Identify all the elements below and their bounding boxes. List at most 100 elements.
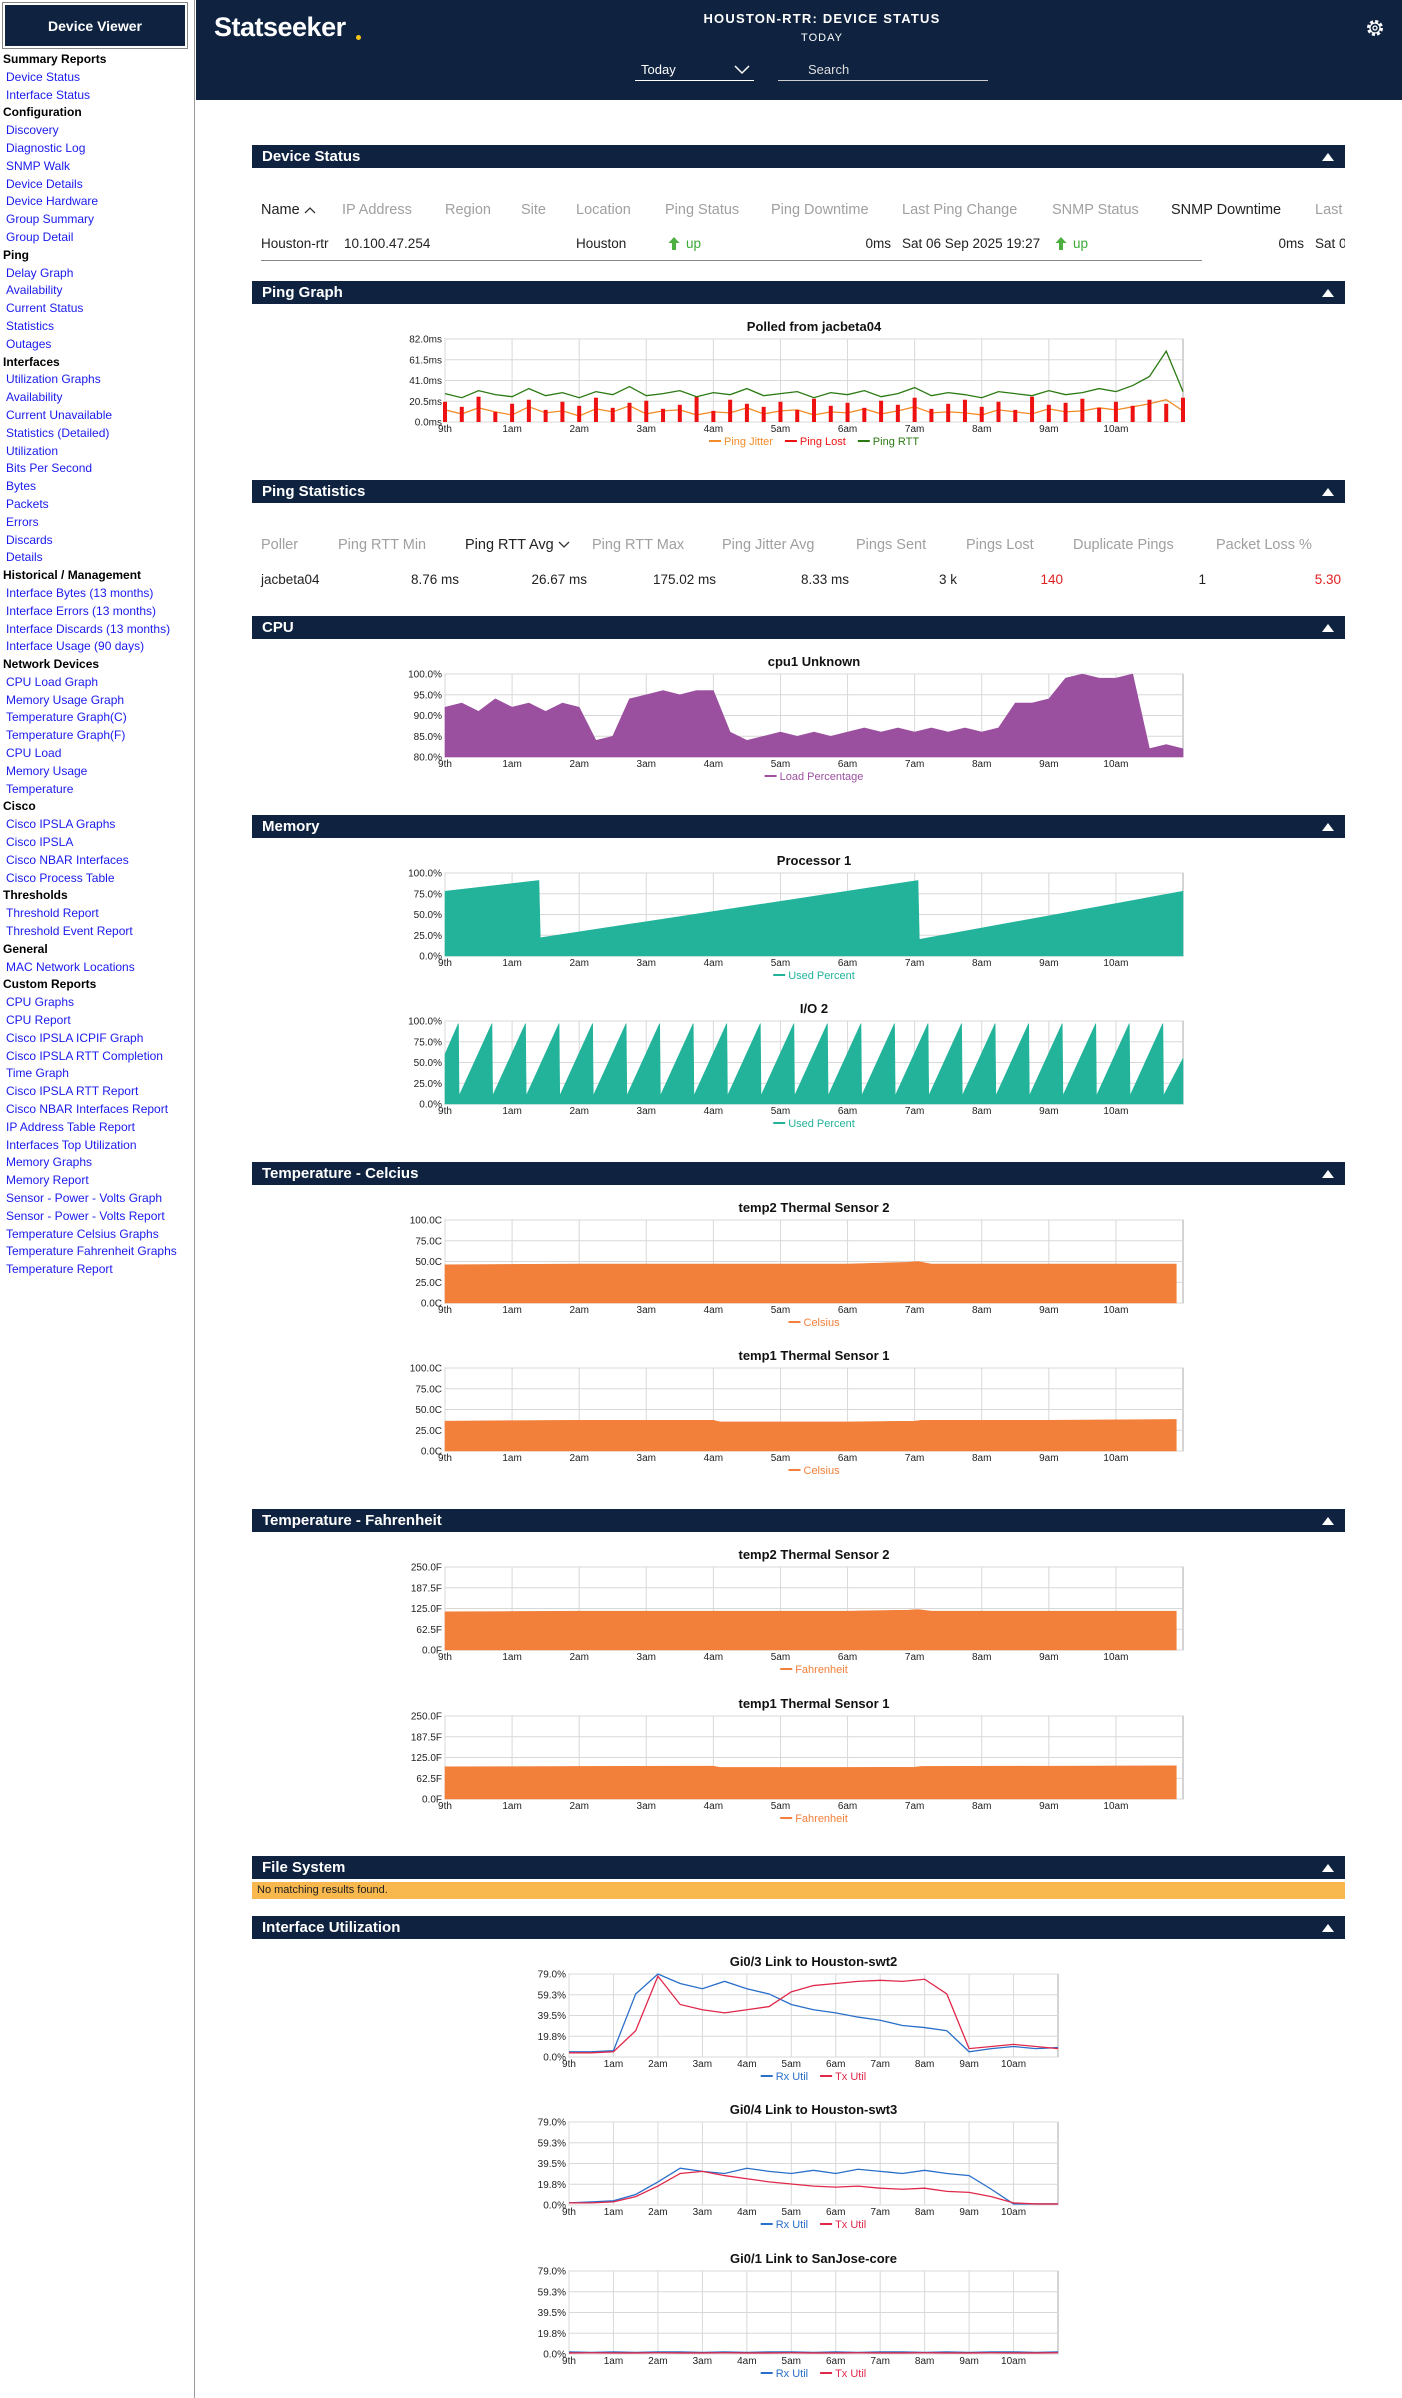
sidebar-link[interactable]: IP Address Table Report <box>6 1119 135 1134</box>
sidebar-link[interactable]: Outages <box>6 336 52 351</box>
section-header[interactable]: Temperature - Celcius <box>252 1162 1345 1185</box>
sidebar-link[interactable]: Interfaces Top Utilization <box>6 1137 137 1152</box>
sidebar-link[interactable]: Availability <box>6 390 63 405</box>
column-header[interactable]: Name <box>261 202 316 218</box>
sidebar-link[interactable]: Temperature Graph(F) <box>6 728 126 743</box>
sidebar-link[interactable]: Interface Errors (13 months) <box>6 603 157 618</box>
sidebar-link[interactable]: Details <box>6 550 43 565</box>
column-header[interactable]: Pings Lost <box>966 537 1034 553</box>
section-header[interactable]: Memory <box>252 815 1345 838</box>
column-header[interactable]: Site <box>521 202 546 218</box>
section-header[interactable]: Device Status <box>252 145 1345 168</box>
sidebar-link[interactable]: Group Detail <box>6 229 74 244</box>
sidebar-link[interactable]: SNMP Walk <box>6 158 71 173</box>
section-header[interactable]: Interface Utilization <box>252 1916 1345 1939</box>
sidebar-link[interactable]: Utilization Graphs <box>6 372 101 387</box>
column-header[interactable]: Packet Loss % <box>1216 537 1312 553</box>
sidebar-link[interactable]: Sensor - Power - Volts Graph <box>6 1191 163 1205</box>
column-header[interactable]: Ping Downtime <box>771 202 869 218</box>
sidebar-link[interactable]: Memory Usage <box>6 763 88 778</box>
sidebar-link[interactable]: Errors <box>6 514 39 529</box>
sidebar-link[interactable]: Device Status <box>6 69 81 84</box>
range-select[interactable]: Today <box>635 59 754 81</box>
sidebar-link[interactable]: Temperature <box>6 781 74 796</box>
sidebar-link[interactable]: Device Details <box>6 176 83 191</box>
sidebar-link[interactable]: Cisco NBAR Interfaces <box>6 852 129 867</box>
table-cell: jacbeta04 <box>261 572 320 587</box>
sidebar-link[interactable]: Availability <box>6 283 63 298</box>
search-input[interactable]: Search <box>778 59 988 81</box>
column-header[interactable]: Last Ping Change <box>902 202 1017 218</box>
settings-icon[interactable] <box>1365 18 1385 38</box>
column-header[interactable]: Ping RTT Avg <box>465 537 570 553</box>
sidebar-link[interactable]: Interface Bytes (13 months) <box>6 585 154 600</box>
section-header[interactable]: Ping Graph <box>252 281 1345 304</box>
sidebar-link[interactable]: Packets <box>6 496 49 511</box>
row-separator <box>261 260 1202 261</box>
sidebar-link[interactable]: Interface Usage (90 days) <box>6 639 145 654</box>
sidebar-link[interactable]: Cisco IPSLA ICPIF Graph <box>6 1030 144 1045</box>
sidebar-link[interactable]: Threshold Report <box>6 906 99 921</box>
column-header[interactable]: Ping Status <box>665 202 739 218</box>
sidebar-link[interactable]: Cisco Process Table <box>6 870 115 885</box>
column-header[interactable]: Ping Jitter Avg <box>722 537 814 553</box>
sidebar-link[interactable]: MAC Network Locations <box>6 959 135 974</box>
sidebar-link[interactable]: Cisco IPSLA Graphs <box>6 817 116 832</box>
column-header[interactable]: Last <box>1315 202 1342 218</box>
sidebar-link[interactable]: Memory Graphs <box>6 1155 93 1170</box>
sidebar-link[interactable]: Threshold Event Report <box>6 924 133 939</box>
sidebar-link[interactable]: Device Hardware <box>6 194 99 209</box>
section-header[interactable]: Temperature - Fahrenheit <box>252 1509 1345 1532</box>
sidebar-link[interactable]: Memory Report <box>6 1173 89 1188</box>
sidebar-link[interactable]: CPU Graphs <box>6 995 75 1010</box>
sidebar-link[interactable]: Cisco IPSLA RTT Completion Time Graph <box>6 1048 163 1081</box>
column-header[interactable]: IP Address <box>342 202 412 218</box>
collapse-arrow <box>1322 488 1334 496</box>
sidebar-link[interactable]: CPU Load <box>6 746 62 761</box>
sidebar-link[interactable]: Discards <box>6 532 53 547</box>
section-header[interactable]: File System <box>252 1856 1345 1879</box>
sidebar-link[interactable]: Temperature Fahrenheit Graphs <box>6 1244 177 1259</box>
logo[interactable]: Statseeker <box>214 12 346 42</box>
column-header[interactable]: Location <box>576 202 631 218</box>
sidebar-link[interactable]: Group Summary <box>6 212 95 227</box>
column-header[interactable]: Ping RTT Min <box>338 537 426 553</box>
sidebar-link[interactable]: Cisco NBAR Interfaces Report <box>6 1102 169 1117</box>
sidebar-link[interactable]: Interface Discards (13 months) <box>6 621 171 636</box>
column-header[interactable]: Pings Sent <box>856 537 926 553</box>
table-cell: Houston-rtr <box>261 236 329 251</box>
sidebar-link[interactable]: Temperature Celsius Graphs <box>6 1226 159 1241</box>
sidebar-link[interactable]: Current Status <box>6 301 84 316</box>
sidebar-link[interactable]: Interface Status <box>6 87 91 102</box>
sidebar-link[interactable]: Cisco IPSLA RTT Report <box>6 1084 139 1099</box>
sidebar-link[interactable]: Memory Usage Graph <box>6 692 125 707</box>
sidebar-link[interactable]: Bits Per Second <box>6 461 93 476</box>
sidebar-link[interactable]: Statistics (Detailed) <box>6 425 110 440</box>
sidebar-link[interactable]: Delay Graph <box>6 265 74 280</box>
sidebar-link[interactable]: Temperature Report <box>6 1262 113 1277</box>
sidebar-link[interactable]: CPU Report <box>6 1013 71 1028</box>
sidebar-link[interactable]: Current Unavailable <box>6 407 113 422</box>
sidebar-heading: Historical / Management <box>3 568 142 583</box>
sidebar-title[interactable]: Device Viewer <box>2 2 188 49</box>
sidebar-link[interactable]: Statistics <box>6 318 55 333</box>
empty-message: No matching results found. <box>252 1882 1345 1899</box>
section-header[interactable]: CPU <box>252 616 1345 639</box>
sidebar-link[interactable]: Cisco IPSLA <box>6 835 74 850</box>
sidebar-link[interactable]: Temperature Graph(C) <box>6 710 127 725</box>
column-header[interactable]: Region <box>445 202 491 218</box>
sidebar-link[interactable]: Utilization <box>6 443 59 458</box>
section-header[interactable]: Ping Statistics <box>252 480 1345 503</box>
sidebar-link[interactable]: Bytes <box>6 479 37 494</box>
section-title: Interface Utilization <box>262 1919 401 1936</box>
sidebar-link[interactable]: Discovery <box>6 123 59 138</box>
sidebar-heading: Interfaces <box>3 354 60 369</box>
column-header[interactable]: SNMP Downtime <box>1171 202 1281 218</box>
column-header[interactable]: Duplicate Pings <box>1073 537 1174 553</box>
sidebar-link[interactable]: Sensor - Power - Volts Report <box>6 1208 165 1223</box>
sidebar-link[interactable]: CPU Load Graph <box>6 674 99 689</box>
column-header[interactable]: Ping RTT Max <box>592 537 684 553</box>
column-header[interactable]: SNMP Status <box>1052 202 1139 218</box>
column-header[interactable]: Poller <box>261 537 298 553</box>
sidebar-link[interactable]: Diagnostic Log <box>6 140 86 155</box>
